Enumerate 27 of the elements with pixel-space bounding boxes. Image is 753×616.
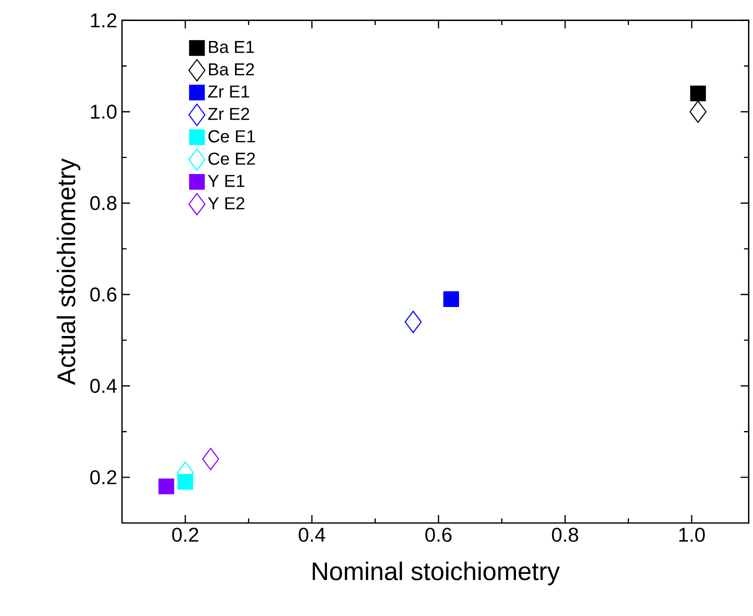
- y-tick-label: 0.4: [90, 378, 117, 393]
- x-tick-label: 0.2: [172, 528, 198, 542]
- legend-label: Y E2: [208, 197, 244, 210]
- x-tick-label: 1.0: [679, 528, 705, 542]
- legend-label: Ce E2: [208, 152, 255, 165]
- x-tick-label: 0.8: [552, 528, 578, 542]
- y-tick-label: 1.0: [91, 104, 116, 119]
- legend-label: Y E1: [208, 174, 244, 187]
- legend-label: Zr E1: [208, 86, 250, 98]
- legend-label: Ce E1: [208, 130, 255, 142]
- x-axis-title: Nominal stoichiometry: [312, 562, 560, 586]
- point: [443, 291, 460, 307]
- point: [202, 448, 220, 470]
- legend-label: Ba E2: [209, 63, 254, 76]
- x-tick-label: 0.6: [425, 528, 452, 542]
- legend-label: Ba E1: [209, 41, 254, 54]
- y-tick-label: 0.6: [90, 287, 116, 302]
- point: [690, 86, 706, 102]
- y-tick-label: 0.8: [90, 196, 116, 210]
- x-tick-label: 0.4: [298, 528, 326, 542]
- y-tick-label: 1.2: [91, 13, 116, 28]
- y-axis-title: Actual stoichiometry: [56, 158, 80, 385]
- point: [158, 478, 174, 494]
- point: [689, 100, 707, 123]
- y-tick-label: 0.2: [90, 470, 116, 484]
- legend-label: Zr E2: [208, 108, 250, 120]
- point: [404, 310, 422, 334]
